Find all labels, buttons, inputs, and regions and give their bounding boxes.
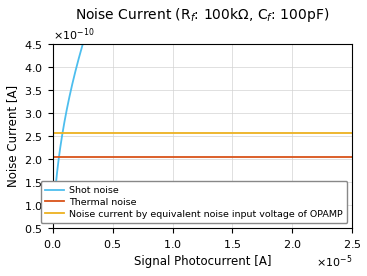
Title: Noise Current (R$_f$: 100k$\Omega$, C$_f$: 100pF): Noise Current (R$_f$: 100k$\Omega$, C$_f… [75,6,330,23]
Shot noise [54,184,58,187]
X-axis label: Signal Photocurrent [A]: Signal Photocurrent [A] [134,255,271,268]
Shot noise [68,93,72,96]
Line: Shot noise: Shot noise [56,0,334,185]
Y-axis label: Noise Current [A]: Noise Current [A] [6,85,19,187]
Legend: Shot noise, Thermal noise, Noise current by equivalent noise input voltage of OP: Shot noise, Thermal noise, Noise current… [41,181,348,223]
